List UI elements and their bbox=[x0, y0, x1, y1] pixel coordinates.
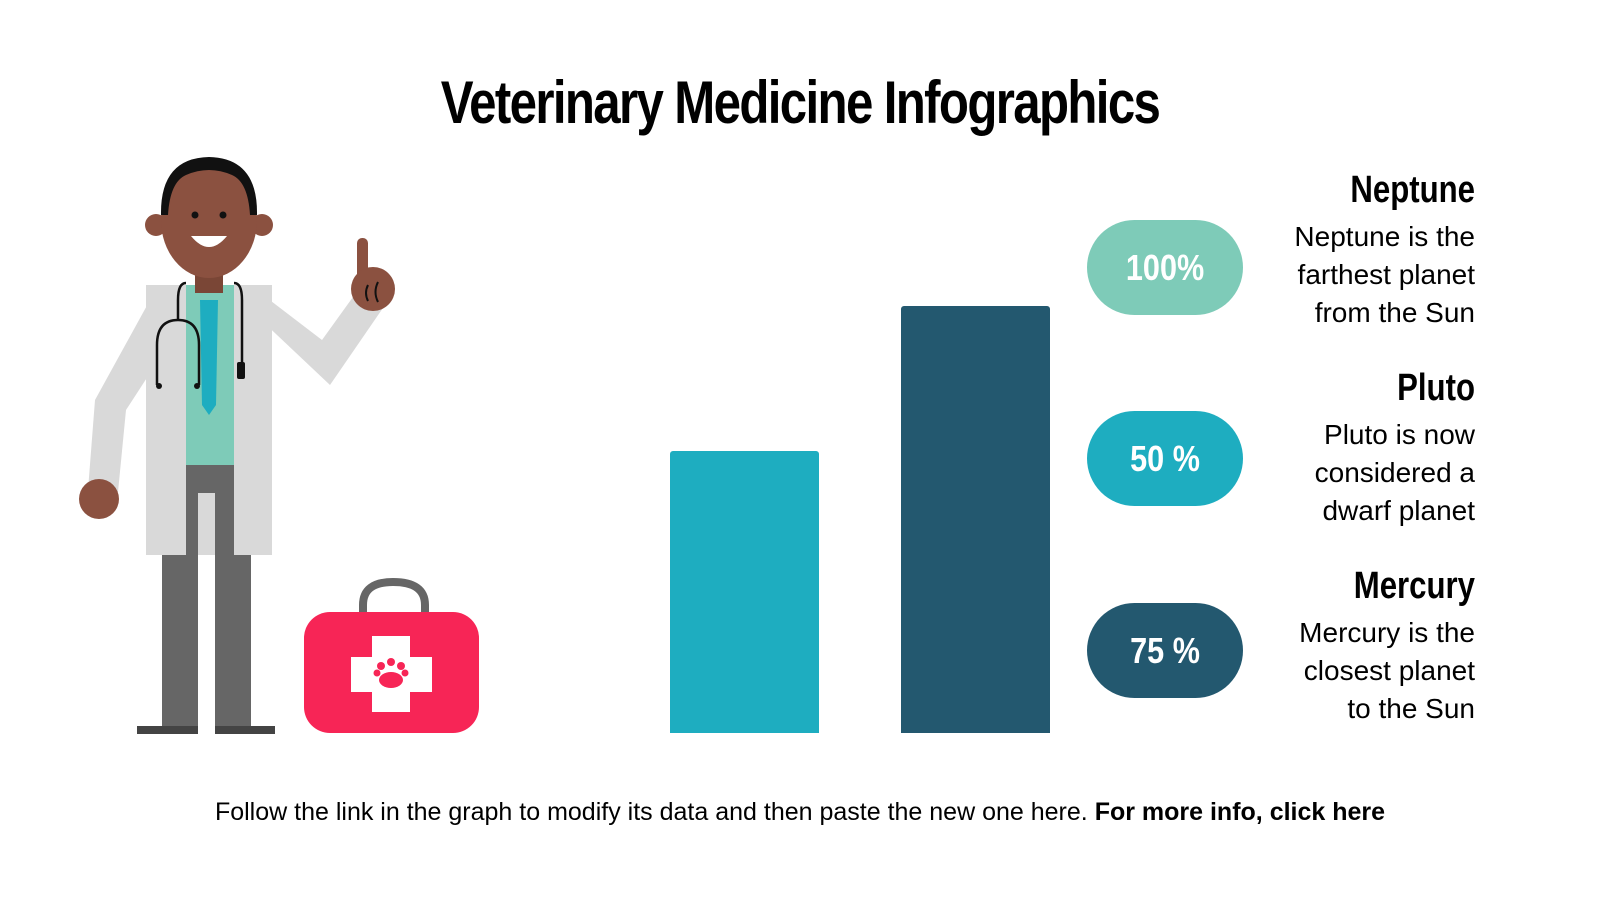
page-title: Veterinary Medicine Infographics bbox=[440, 69, 1161, 136]
legend-item-neptune: Neptune Neptune is the farthest planet f… bbox=[1215, 168, 1475, 332]
bar-pluto bbox=[670, 451, 819, 733]
legend-item-mercury: Mercury Mercury is the closest planet to… bbox=[1215, 564, 1475, 728]
desc-line: dwarf planet bbox=[1322, 495, 1475, 526]
desc-line: Pluto is now bbox=[1324, 419, 1475, 450]
value-label: 75 % bbox=[1130, 629, 1200, 671]
value-pill-neptune: 100% bbox=[1087, 220, 1243, 315]
footer-note: Follow the link in the graph to modify i… bbox=[0, 798, 1600, 827]
desc-line: considered a bbox=[1314, 457, 1475, 488]
legend-item-pluto: Pluto Pluto is now considered a dwarf pl… bbox=[1215, 366, 1475, 530]
bar-mercury bbox=[901, 306, 1050, 733]
paw-medkit-icon bbox=[304, 578, 479, 733]
legend-name: Neptune bbox=[1350, 169, 1475, 211]
footer-text: Follow the link in the graph to modify i… bbox=[214, 798, 1088, 826]
value-pill-pluto: 50 % bbox=[1087, 411, 1243, 506]
desc-line: Mercury is the bbox=[1299, 617, 1475, 648]
desc-line: from the Sun bbox=[1314, 297, 1475, 328]
doctor-illustration bbox=[79, 157, 395, 734]
desc-line: farthest planet bbox=[1297, 259, 1475, 290]
desc-line: Neptune is the bbox=[1294, 221, 1475, 252]
value-pill-mercury: 75 % bbox=[1087, 603, 1243, 698]
legend-description: Mercury is the closest planet to the Sun bbox=[1215, 614, 1475, 728]
legend-description: Pluto is now considered a dwarf planet bbox=[1215, 416, 1475, 530]
legend-name: Mercury bbox=[1353, 565, 1475, 607]
legend-name: Pluto bbox=[1397, 367, 1475, 409]
value-label: 100% bbox=[1125, 246, 1205, 288]
legend-description: Neptune is the farthest planet from the … bbox=[1215, 218, 1475, 332]
more-info-link[interactable]: For more info, click here bbox=[1094, 798, 1386, 826]
value-label: 50 % bbox=[1130, 437, 1200, 479]
desc-line: to the Sun bbox=[1347, 693, 1475, 724]
desc-line: closest planet bbox=[1303, 655, 1475, 686]
